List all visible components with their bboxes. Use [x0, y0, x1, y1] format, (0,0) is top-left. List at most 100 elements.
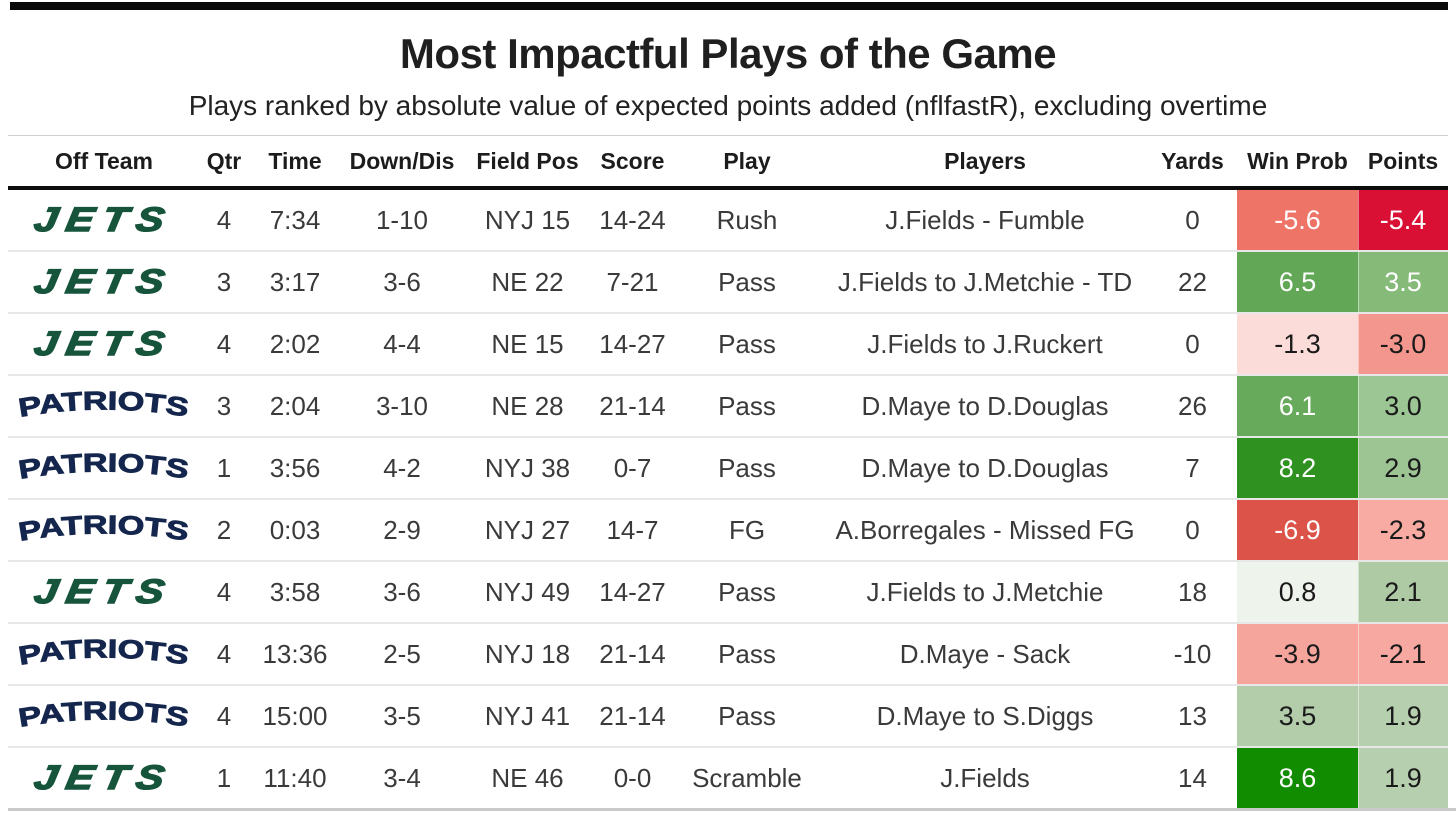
play-cell: Pass [672, 560, 822, 623]
table-row: PATRIOTS 1 3:56 4-2 NYJ 38 0-7 Pass D.Maye to D… [8, 436, 1448, 499]
patriots-logo-text: PATRIOTS [16, 698, 191, 733]
play-cell: Rush [716, 204, 778, 235]
win-prob-cell: -5.6 [1237, 188, 1358, 251]
down-dis-cell: 3-10 [342, 374, 462, 437]
off-team-cell: JETS [8, 188, 200, 251]
table-row: PATRIOTS 4 13:36 2-5 NYJ 18 21-14 Pass D.Maye -… [8, 622, 1448, 685]
players-cell: D.Maye to S.Diggs [822, 684, 1148, 747]
points-cell: -5.4 [1358, 188, 1448, 251]
down-dis-cell: 2-5 [342, 622, 462, 685]
win-prob-cell: 0.8 [1237, 560, 1358, 623]
off-team-cell: PATRIOTS [8, 622, 200, 685]
players-cell: A.Borregales - Missed FG [822, 498, 1148, 561]
table-row: JETS 3 3:17 3-6 NE 22 7-21 Pass J.Fields to J.M… [8, 250, 1448, 313]
table-body: JETS 4 7:34 1-10 NYJ 15 14-24 Rush J.Fields - F… [8, 188, 1448, 808]
score-cell: 14-27 [593, 560, 672, 623]
yards-cell: 13 [1148, 684, 1237, 747]
qtr-cell: 4 [216, 204, 232, 235]
page-title: Most Impactful Plays of the Game [399, 30, 1057, 77]
points-cell: 1.9 [1358, 684, 1448, 747]
svg-text:PATRIOTS: PATRIOTS [16, 512, 190, 547]
field-pos-cell: NYJ 49 [462, 560, 593, 623]
jets-logo: JETS [31, 572, 177, 612]
col-header-play: Play [672, 135, 822, 190]
col-header-win-prob: Win Prob [1237, 135, 1358, 190]
jets-logo: JETS [31, 262, 177, 302]
time-cell: 15:00 [248, 684, 342, 747]
yards-cell: 22 [1148, 250, 1237, 313]
players-cell: J.Fields [822, 746, 1148, 808]
qtr-cell: 4 [200, 622, 248, 685]
qtr-cell: 1 [200, 436, 248, 499]
col-header-score: Score [593, 135, 672, 190]
time-cell: 0:03 [248, 498, 342, 561]
down-dis-cell: 1-10 [375, 204, 429, 235]
players-cell: J.Fields - Fumble [885, 204, 1085, 235]
points-cell: 2.1 [1358, 560, 1448, 623]
time-cell: 11:40 [248, 746, 342, 808]
table-row: PATRIOTS 3 2:04 3-10 NE 28 21-14 Pass D.Maye to… [8, 374, 1448, 437]
time-cell: 7:34 [269, 204, 321, 235]
patriots-logo: PATRIOTS [16, 698, 191, 733]
table-row: JETS 4 3:58 3-6 NYJ 49 14-27 Pass J.Fields to J… [8, 560, 1448, 623]
table-header: Off Team Qtr Time Down/Dis Field Pos Score Pla… [8, 135, 1448, 190]
table-header-row: Off Team Qtr Time Down/Dis Field Pos Score Pla… [8, 135, 1448, 190]
score-cell: 21-14 [593, 374, 672, 437]
play-cell: Pass [672, 312, 822, 375]
down-dis-cell: 3-4 [342, 746, 462, 808]
off-team-cell: JETS [8, 250, 200, 313]
qtr-cell: 3 [200, 250, 248, 313]
jets-logo: JETS [31, 200, 177, 240]
off-team-cell: PATRIOTS [8, 684, 200, 747]
field-pos-cell: NYJ 27 [462, 498, 593, 561]
svg-text:PATRIOTS: PATRIOTS [16, 450, 190, 485]
off-team-cell: JETS [8, 312, 200, 375]
yards-cell: 7 [1148, 436, 1237, 499]
svg-text:PATRIOTS: PATRIOTS [16, 636, 190, 671]
col-header-field-pos: Field Pos [462, 135, 593, 190]
col-header-players: Players [822, 135, 1148, 190]
players-cell: D.Maye - Sack [822, 622, 1148, 685]
table-row: PATRIOTS 4 15:00 3-5 NYJ 41 21-14 Pass D.Maye t… [8, 684, 1448, 747]
win-prob-cell: 3.5 [1237, 684, 1358, 747]
score-cell: 21-14 [593, 684, 672, 747]
points-cell: 3.0 [1358, 374, 1448, 437]
col-header-yards: Yards [1148, 135, 1237, 190]
points-cell: 3.5 [1358, 250, 1448, 313]
off-team-cell: PATRIOTS [8, 498, 200, 561]
svg-text:PATRIOTS: PATRIOTS [16, 698, 190, 733]
page-subtitle: Plays ranked by absolute value of expect… [188, 90, 1268, 121]
col-header-points: Points [1358, 135, 1448, 190]
points-cell: -2.3 [1358, 498, 1448, 561]
play-cell: Pass [672, 436, 822, 499]
svg-text:PATRIOTS: PATRIOTS [16, 388, 190, 423]
field-pos-cell: NYJ 15 [484, 204, 571, 235]
yards-cell: 26 [1148, 374, 1237, 437]
plays-table: Off Team Qtr Time Down/Dis Field Pos Score Pla… [8, 135, 1448, 808]
jets-logo: JETS [31, 324, 177, 364]
yards-cell: 14 [1148, 746, 1237, 808]
field-pos-cell: NE 28 [462, 374, 593, 437]
win-prob-cell: -3.9 [1237, 622, 1358, 685]
win-prob-cell: 6.5 [1237, 250, 1358, 313]
down-dis-cell: 2-9 [342, 498, 462, 561]
score-cell: 14-27 [593, 312, 672, 375]
players-cell: D.Maye to D.Douglas [822, 436, 1148, 499]
score-cell: 7-21 [593, 250, 672, 313]
off-team-cell: JETS [8, 560, 200, 623]
time-cell: 13:36 [248, 622, 342, 685]
field-pos-cell: NYJ 18 [462, 622, 593, 685]
down-dis-cell: 3-6 [342, 250, 462, 313]
points-cell: -3.0 [1358, 312, 1448, 375]
qtr-cell: 3 [200, 374, 248, 437]
field-pos-cell: NE 46 [462, 746, 593, 808]
qtr-cell: 1 [200, 746, 248, 808]
win-prob-cell: -6.9 [1237, 498, 1358, 561]
score-cell: 21-14 [593, 622, 672, 685]
col-header-qtr: Qtr [200, 135, 248, 190]
patriots-logo-text: PATRIOTS [16, 450, 191, 485]
players-cell: J.Fields to J.Metchie - TD [822, 250, 1148, 313]
jets-logo: JETS [31, 758, 177, 798]
field-pos-cell: NE 22 [462, 250, 593, 313]
players-cell: J.Fields to J.Metchie [822, 560, 1148, 623]
